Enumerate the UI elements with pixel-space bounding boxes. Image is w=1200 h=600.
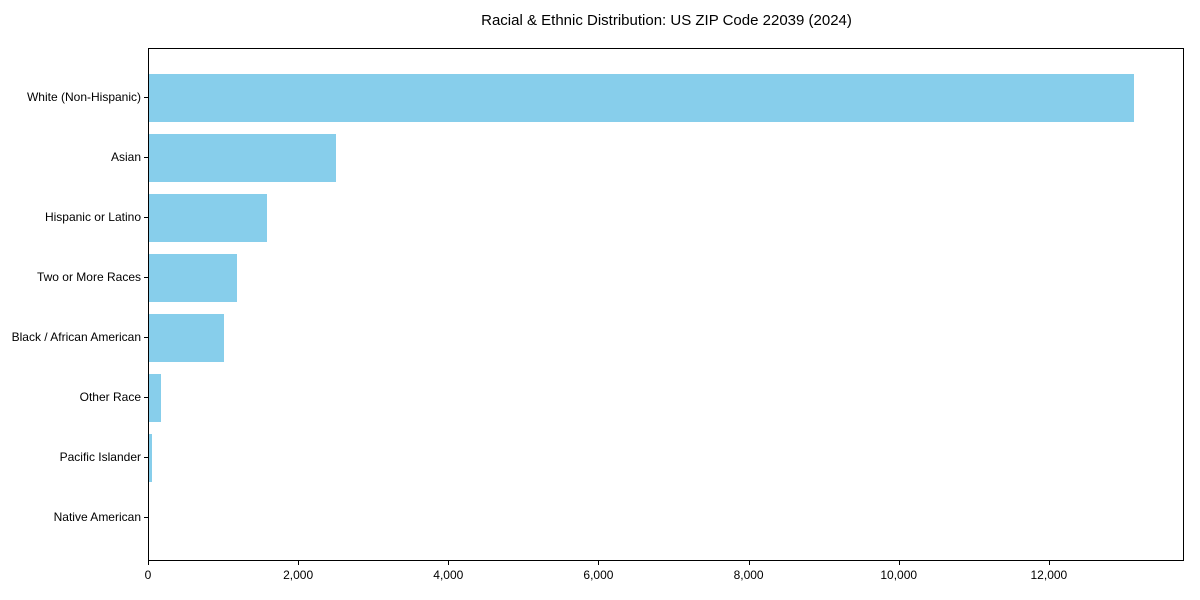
x-tick-mark [148, 561, 149, 565]
y-tick-mark [144, 457, 148, 458]
y-axis-labels: White (Non-Hispanic) Asian Hispanic or Lat… [0, 48, 141, 561]
y-tick-mark [144, 517, 148, 518]
bar-two-or-more-races [149, 254, 238, 302]
chart-title: Racial & Ethnic Distribution: US ZIP Cod… [481, 12, 852, 29]
x-tick-label-0: 0 [144, 568, 152, 582]
x-tick-mark [448, 561, 450, 565]
y-tick-label-two-or-more-races: Two or More Races [36, 270, 141, 284]
bar-other-race [149, 374, 161, 422]
x-tick-label-4000: 4,000 [433, 568, 464, 582]
y-tick-label-native-american: Native American [53, 510, 141, 524]
y-tick-mark [144, 277, 148, 278]
y-tick-label-hispanic-or-latino: Hispanic or Latino [44, 210, 141, 224]
bar-hispanic-or-latino [149, 194, 268, 242]
x-tick-mark [898, 561, 900, 565]
bar-black-african-american [149, 314, 224, 362]
y-tick-label-asian: Asian [110, 150, 141, 164]
plot-area [148, 48, 1184, 561]
y-tick-mark [144, 337, 148, 338]
y-tick-label-other-race: Other Race [79, 390, 141, 404]
x-tick-mark [298, 561, 300, 565]
y-tick-mark [144, 157, 148, 158]
y-tick-mark [144, 97, 148, 98]
y-tick-label-white-non-hispanic: White (Non-Hispanic) [26, 90, 141, 104]
x-tick-mark [748, 561, 750, 565]
y-tick-label-pacific-islander: Pacific Islander [59, 450, 141, 464]
x-tick-label-8000: 8,000 [733, 568, 764, 582]
bar-white-non-hispanic [149, 74, 1135, 122]
x-tick-label-6000: 6,000 [583, 568, 614, 582]
y-tick-label-black-african-american: Black / African American [11, 330, 141, 344]
x-tick-label-10000: 10,000 [880, 568, 918, 582]
bar-asian [149, 134, 337, 182]
x-tick-label-12000: 12,000 [1030, 568, 1068, 582]
x-tick-label-2000: 2,000 [283, 568, 314, 582]
y-tick-mark [144, 397, 148, 398]
y-tick-mark [144, 217, 148, 218]
bar-pacific-islander [149, 434, 152, 482]
x-tick-mark [1048, 561, 1050, 565]
x-tick-mark [598, 561, 600, 565]
